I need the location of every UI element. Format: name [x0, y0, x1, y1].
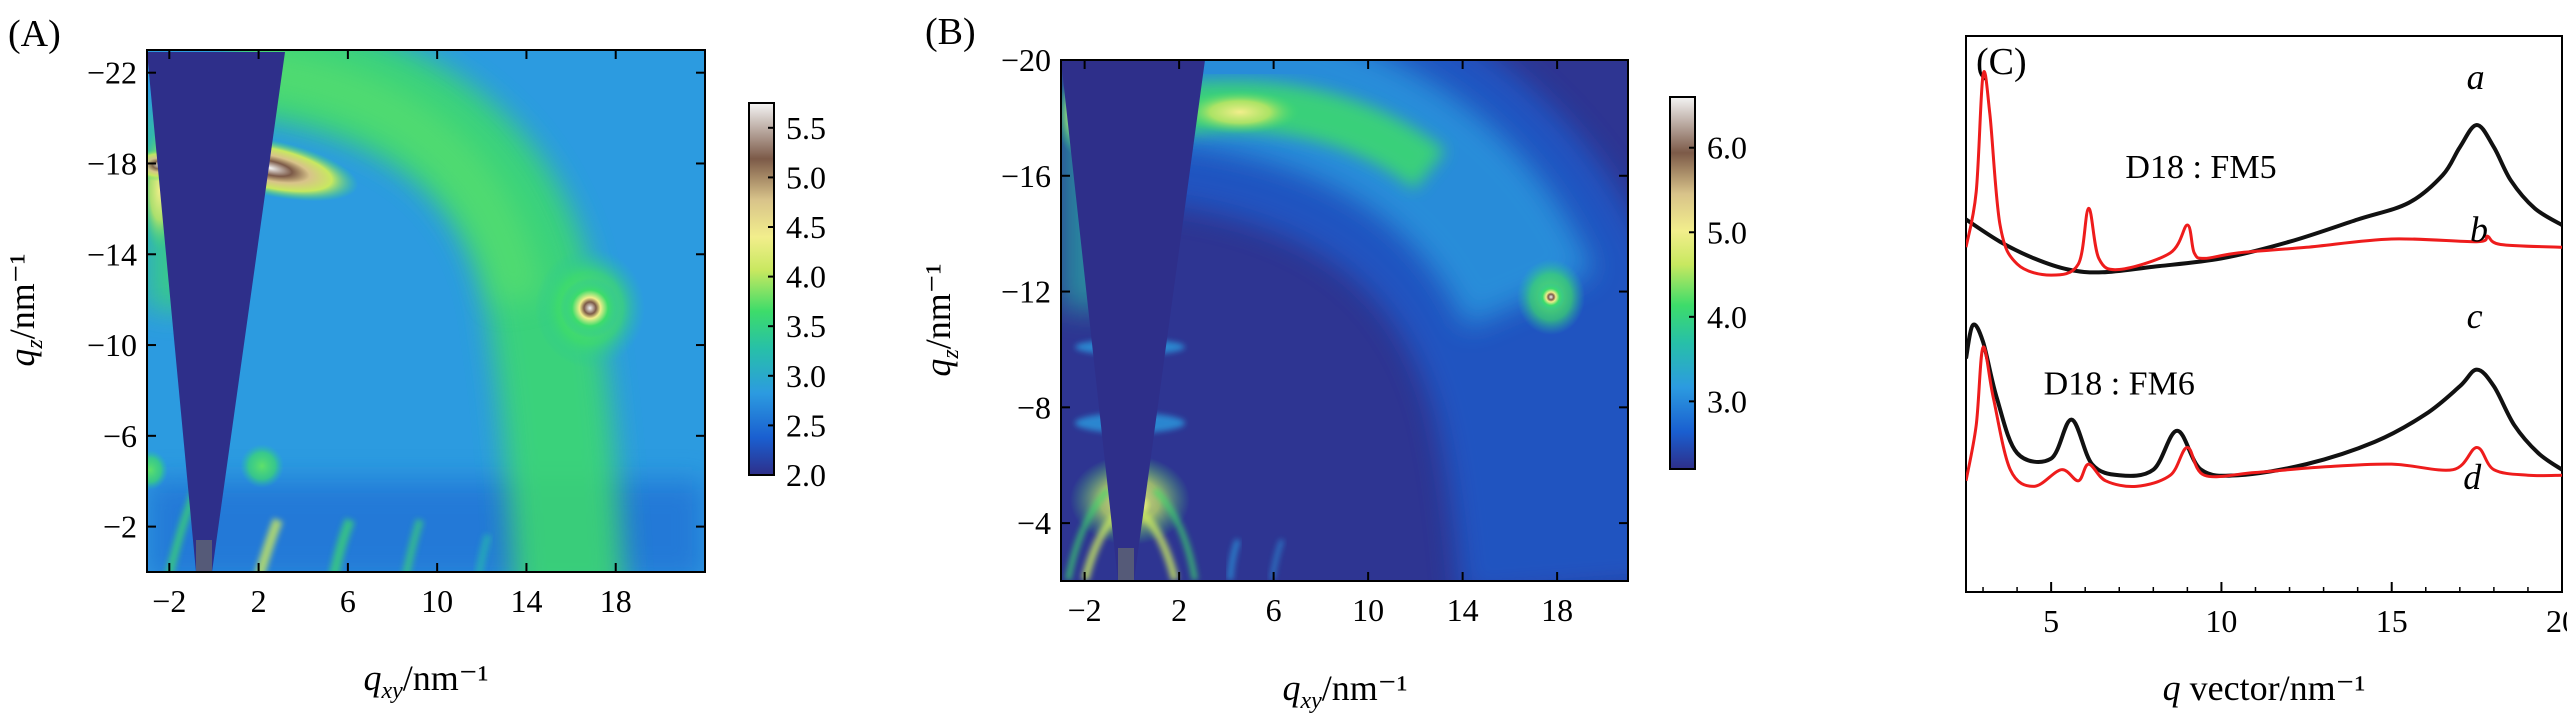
panel-b-label: (B) [925, 11, 976, 53]
panel-a-y-tick-label: −10 [87, 327, 137, 363]
panel-a-colorbar-tick-label: 2.5 [786, 407, 826, 443]
series-c-label: c [2467, 296, 2483, 336]
panel-b-colorbar-tick-label: 3.0 [1707, 383, 1747, 419]
panel-a-x-axis-label: qxy/nm⁻¹ [363, 658, 488, 704]
panel-c-annotation: D18 : FM6 [2044, 366, 2195, 403]
panel-b-y-tick-label: −12 [1001, 274, 1051, 310]
panel-a-y-axis-label: qz/nm⁻¹ [2, 253, 48, 366]
panel-a-colorbar-tick-label: 5.0 [786, 159, 826, 195]
panel-b-y-tick-label: −8 [1017, 389, 1051, 425]
panel-a-colorbar-tick-label: 3.0 [786, 358, 826, 394]
panel-b-x-tick-label: 10 [1352, 592, 1384, 628]
series-d-line [1966, 345, 2562, 489]
panel-b-x-tick-label: −2 [1068, 592, 1102, 628]
panel-a-y-tick-label: −18 [87, 145, 137, 181]
panel-b-x-tick-label: 18 [1541, 592, 1573, 628]
panel-a-frame [146, 49, 706, 573]
panel-a-colorbar-tick-label: 2.0 [786, 457, 826, 493]
panel-b-x-axis-label: qxy/nm⁻¹ [1282, 668, 1407, 714]
panel-b-axes: −2 2 6 10 14 18 −20 −16 −12 −8 −4 [1001, 42, 1628, 628]
panel-c-frame [1965, 35, 2563, 593]
panel-c-curves [1966, 70, 2562, 489]
panel-b-colorbar [1669, 96, 1696, 470]
panel-b-heatmap [1061, 60, 1628, 581]
panel-a-label: (A) [8, 13, 61, 55]
panel-c-x-axis-label: q vector/nm⁻¹ [2163, 668, 2366, 708]
panel-c-x-tick-label: 10 [2205, 603, 2237, 639]
panel-b-frame [1060, 59, 1629, 582]
panel-a-x-tick-label: 6 [340, 583, 356, 619]
panel-a-x-tick-label: 18 [600, 583, 632, 619]
series-d-label: d [2463, 457, 2482, 497]
panel-a-heatmap [147, 50, 705, 572]
series-a-line [1966, 122, 2562, 275]
panel-a-x-tick-label: 14 [510, 583, 542, 619]
panel-b-colorbar-ticks: 3.0 4.0 5.0 6.0 [1689, 130, 1747, 419]
panel-a-colorbar-tick-label: 4.5 [786, 209, 826, 245]
panel-a-colorbar-ticks: 2.0 2.5 3.0 3.5 4.0 4.5 5.0 5.5 [768, 110, 826, 493]
panel-a: (A) [2, 13, 826, 704]
panel-a-x-tick-label: −2 [152, 583, 186, 619]
panel-b-y-axis-label: qz/nm⁻¹ [918, 263, 964, 376]
panel-b-y-tick-label: −16 [1001, 158, 1051, 194]
panel-b-y-tick-label: −4 [1017, 505, 1051, 541]
panel-b-colorbar-tick-label: 4.0 [1707, 299, 1747, 335]
panel-a-y-tick-label: −14 [87, 236, 137, 272]
panel-a-x-tick-label: 2 [251, 583, 267, 619]
panel-c-x-tick-label: 20 [2546, 603, 2567, 639]
series-b-label: b [2470, 210, 2488, 250]
panel-c-annotation: D18 : FM5 [2125, 149, 2276, 186]
panel-b-colorbar-tick-label: 5.0 [1707, 214, 1747, 250]
panel-c-annotations: a b c d D18 : FM5 D18 : FM6 [2044, 57, 2488, 497]
panel-a-colorbar-tick-label: 4.0 [786, 259, 826, 295]
panel-c-axes: 5 10 15 20 [1982, 582, 2567, 639]
panel-b-y-tick-label: −20 [1001, 42, 1051, 78]
panel-b-colorbar-tick-label: 6.0 [1707, 130, 1747, 166]
panel-a-y-tick-label: −6 [103, 418, 137, 454]
panel-c-x-tick-label: 5 [2043, 603, 2059, 639]
panel-b: (B) [918, 11, 1747, 714]
panel-a-y-tick-label: −22 [87, 55, 137, 91]
panel-a-colorbar [748, 102, 775, 476]
series-b-line [1966, 70, 2562, 277]
series-a-label: a [2467, 57, 2485, 97]
panel-a-colorbar-tick-label: 3.5 [786, 308, 826, 344]
panel-b-x-tick-label: 14 [1447, 592, 1479, 628]
panel-a-x-tick-label: 10 [421, 583, 453, 619]
panel-b-x-tick-label: 2 [1171, 592, 1187, 628]
panel-a-y-tick-label: −2 [103, 509, 137, 545]
panel-a-colorbar-tick-label: 5.5 [786, 110, 826, 146]
panel-a-axes: −2 2 6 10 14 18−22−18−14−10−6−2 [87, 50, 705, 619]
panel-b-x-tick-label: 6 [1266, 592, 1282, 628]
panel-c-x-tick-label: 15 [2376, 603, 2408, 639]
